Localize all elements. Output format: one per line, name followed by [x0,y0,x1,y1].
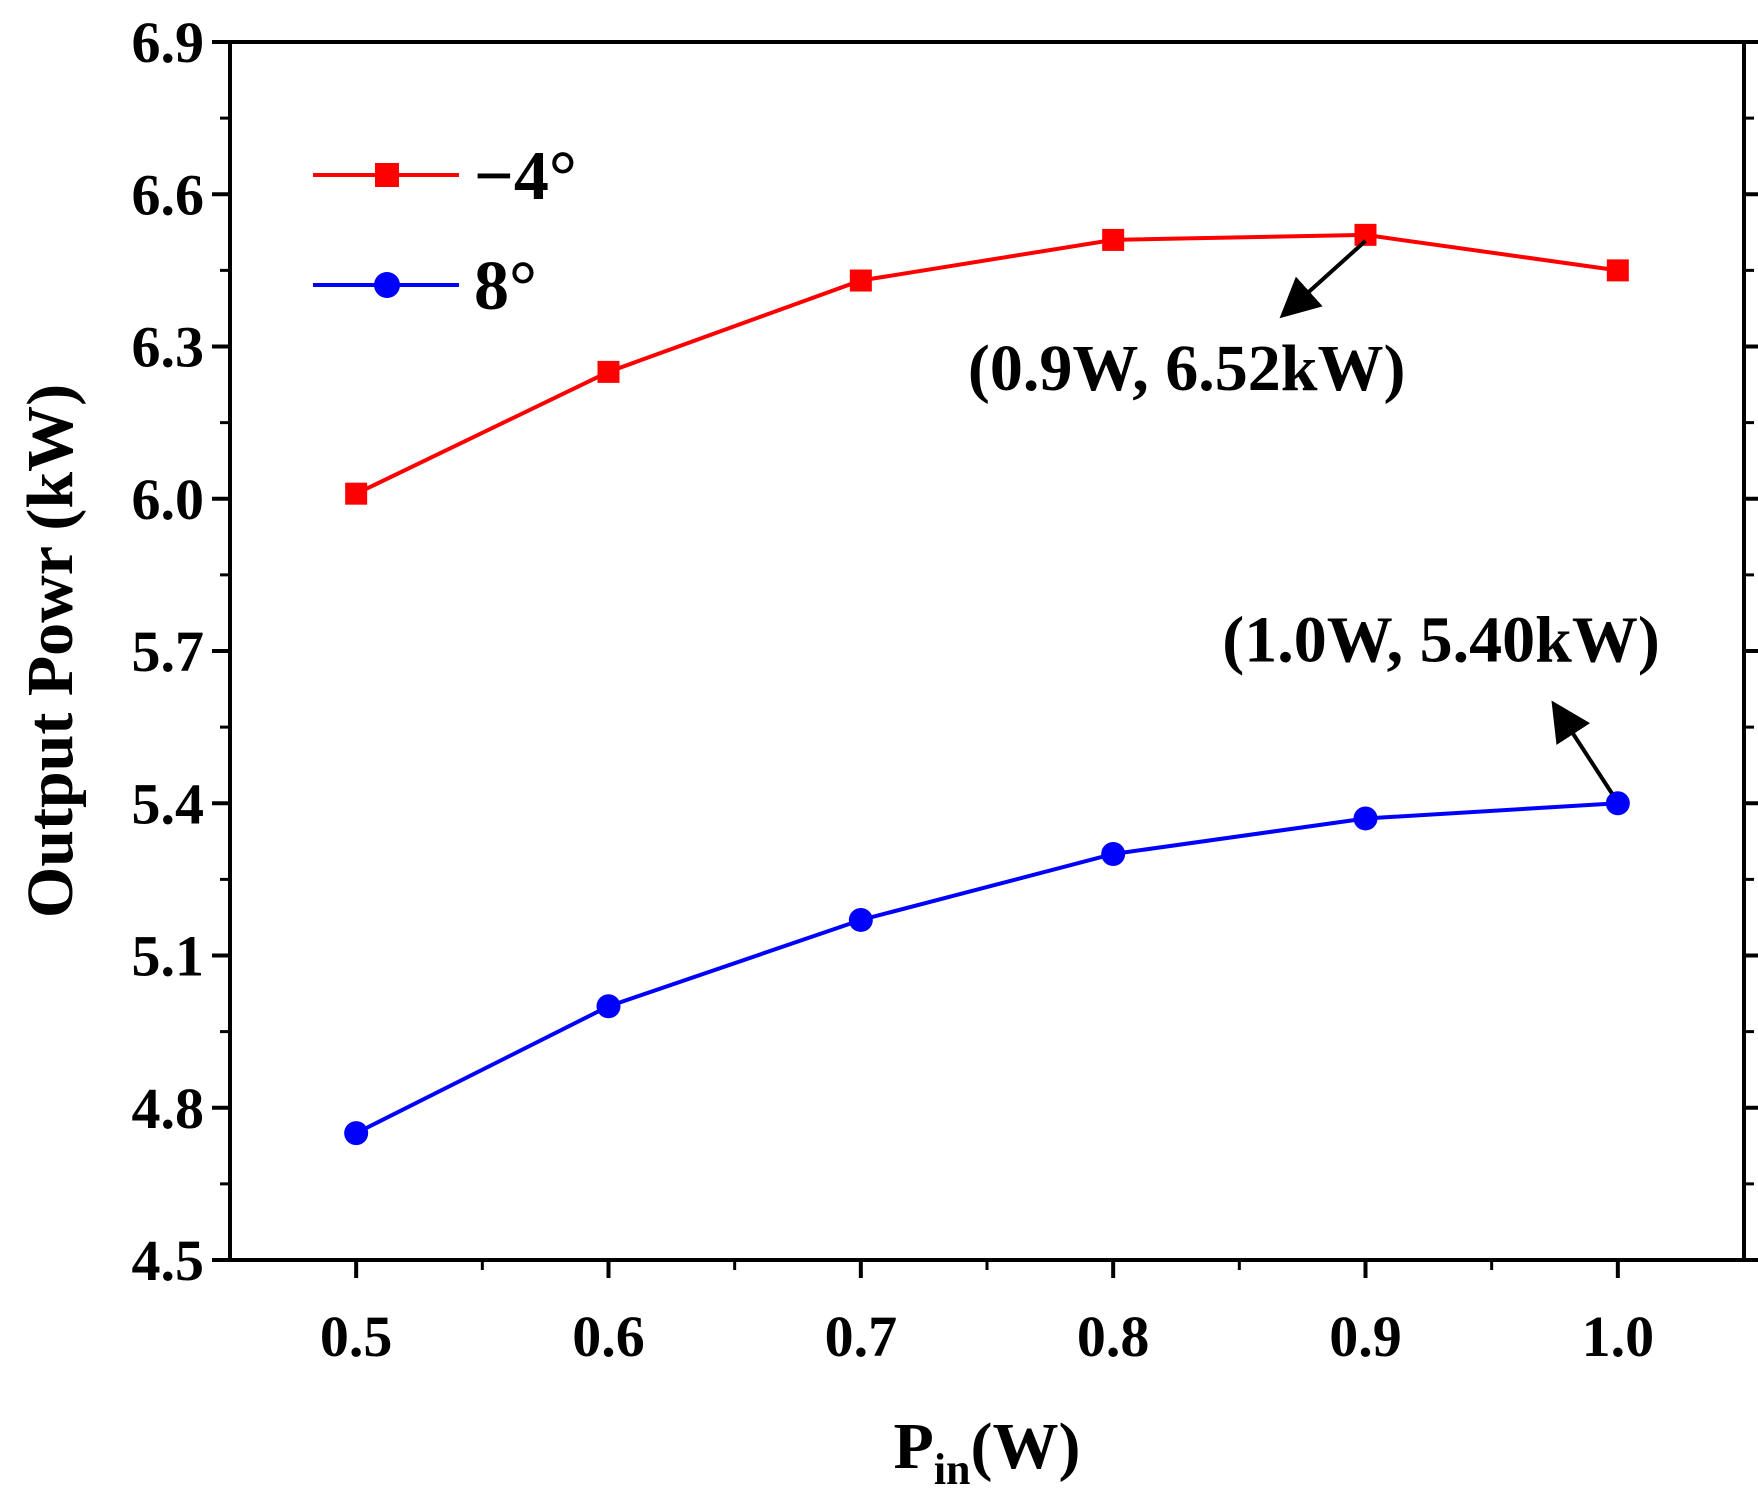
legend: −4°8° [313,138,577,325]
annotation-label: (0.9W, 6.52kW) [968,332,1406,405]
legend-label-1: 8° [474,248,537,325]
y-tick-label: 6.9 [132,10,205,75]
annotation-label: (1.0W, 5.40kW) [1222,603,1660,676]
y-tick-label: 5.4 [132,771,205,836]
x-tick-label: 0.8 [1077,1304,1150,1369]
x-tick-label: 0.6 [572,1304,645,1369]
annotation-layer: (0.9W, 6.52kW) (1.0W, 5.40kW) [968,239,1660,795]
x-axis-title-main: P [894,1410,934,1483]
series-layer [344,223,1630,1146]
data-point-square [597,360,620,383]
data-point-circle [848,907,873,932]
y-tick-label: 6.3 [132,315,205,380]
y-tick-label: 4.8 [132,1076,205,1141]
data-point-circle [1101,842,1126,866]
y-tick-label: 4.5 [132,1228,205,1293]
annotation-arrow [1279,239,1367,319]
series-line-1 [355,801,1618,1135]
series-line-0 [355,232,1619,496]
data-point-square [1102,228,1125,251]
x-axis-ticks: 0.5 0.6 0.7 0.8 0.9 1.0 [320,1260,1654,1369]
y-tick-label: 5.7 [132,619,205,684]
x-tick-label: 1.0 [1582,1304,1655,1369]
data-point-square [849,269,872,292]
x-tick-label: 0.5 [320,1304,393,1369]
x-axis-title-unit: (W) [971,1410,1081,1483]
legend-label-0: −4° [474,138,577,215]
y-tick-label: 5.1 [132,924,205,989]
y-axis-title: Output Powr (kW) [14,384,87,918]
legend-marker-square [375,163,399,187]
data-point-square [345,482,368,505]
x-tick-label: 0.9 [1329,1304,1402,1369]
x-axis-title: Pin(W) [894,1410,1081,1494]
x-tick-label: 0.7 [825,1304,898,1369]
data-point-square [1606,259,1629,282]
data-point-circle [596,994,621,1019]
data-point-circle [1605,791,1630,816]
data-point-square [1354,223,1377,246]
data-point-circle [1353,806,1378,831]
y-tick-label: 6.6 [132,162,205,227]
data-point-circle [344,1121,369,1146]
legend-marker-circle [374,272,400,298]
annotation-arrow [1551,700,1614,795]
y-axis-ticks: 4.5 4.8 5.1 5.4 5.7 6.0 6.3 6.6 6.9 [132,10,1758,1293]
y-tick-label: 6.0 [132,467,205,532]
x-axis-title-subscript: in [934,1445,971,1494]
